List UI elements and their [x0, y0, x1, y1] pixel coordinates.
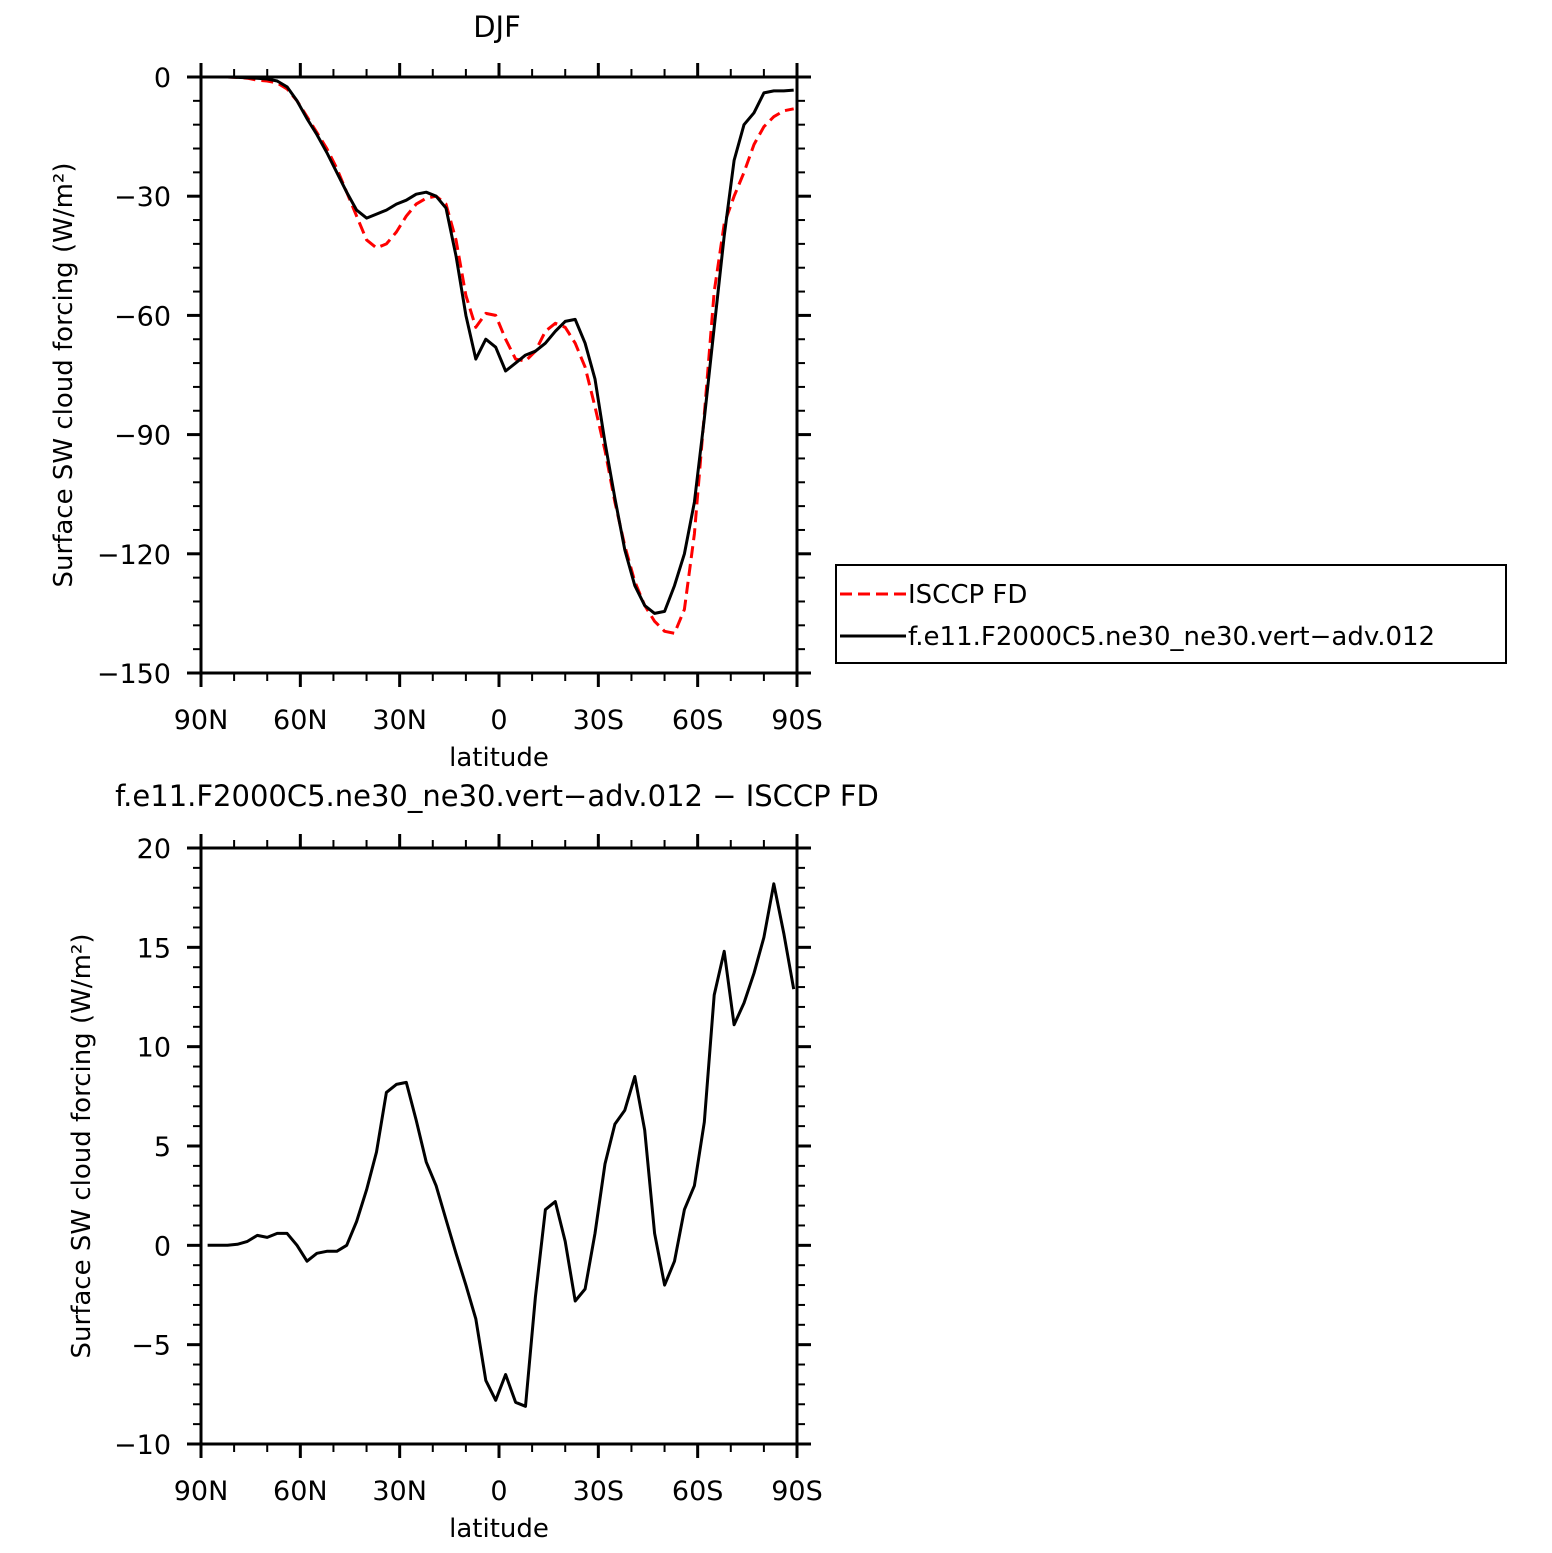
legend-label-isccp: ISCCP FD: [908, 580, 1027, 610]
y-tick-label: 0: [154, 63, 171, 94]
series-lines: [207, 75, 794, 635]
chart-title: DJF: [473, 10, 521, 44]
y-tick-label: −90: [114, 421, 171, 452]
x-tick-label: 60N: [273, 1476, 328, 1507]
x-axis-title: latitude: [449, 743, 549, 773]
series-line-0: [207, 882, 796, 1408]
y-tick-label: 10: [137, 1033, 171, 1064]
x-tick-label: 60S: [672, 1476, 724, 1507]
tick-marks: [187, 834, 811, 1458]
chart-title-difference: f.e11.F2000C5.ne30_ne30.vert−adv.012 − I…: [115, 779, 879, 813]
y-tick-label: −120: [97, 540, 171, 571]
x-tick-labels: 90N 60N 30N 0 30S 60S 90S: [174, 1476, 823, 1507]
y-tick-labels: 0 −30 −60 −90 −120 −150: [97, 63, 171, 690]
x-tick-labels: 90N 60N 30N 0 30S 60S 90S: [174, 705, 823, 736]
plot-frame: [199, 846, 799, 1446]
legend-box: [835, 564, 1507, 664]
legend-label-model: f.e11.F2000C5.ne30_ne30.vert−adv.012: [908, 622, 1435, 652]
x-tick-label: 60S: [672, 705, 724, 736]
y-tick-label: 5: [154, 1132, 171, 1163]
y-tick-labels: 20 15 10 5 0 −5 −10: [114, 834, 171, 1461]
y-tick-label: −5: [131, 1331, 171, 1362]
y-tick-label: −150: [97, 659, 171, 690]
x-tick-label: 30N: [372, 705, 427, 736]
series-lines: [207, 882, 796, 1408]
series-line-1: [207, 75, 794, 615]
x-tick-label: 90S: [771, 1476, 823, 1507]
y-axis-title: Surface SW cloud forcing (W/m²): [67, 934, 97, 1359]
x-tick-label: 30S: [573, 705, 625, 736]
bottom-panel: f.e11.F2000C5.ne30_ne30.vert−adv.012 − I…: [67, 779, 879, 1544]
y-tick-label: −10: [114, 1430, 171, 1461]
x-tick-label: 90N: [174, 705, 229, 736]
series-line-0: [207, 75, 794, 635]
y-tick-label: −60: [114, 301, 171, 332]
x-tick-label: 30N: [372, 1476, 427, 1507]
top-panel: DJF 90N 60N 30N 0 30S 60S 90S 0 −30 −60 −90 −120 −1…: [49, 10, 1507, 773]
x-tick-label: 90S: [771, 705, 823, 736]
y-axis-title: Surface SW cloud forcing (W/m²): [49, 163, 79, 588]
y-tick-label: 20: [137, 834, 171, 865]
x-tick-label: 90N: [174, 1476, 229, 1507]
y-tick-label: 0: [154, 1231, 171, 1262]
x-axis-title: latitude: [449, 1514, 549, 1544]
x-tick-label: 60N: [273, 705, 328, 736]
plot-frame: [199, 75, 799, 675]
tick-marks: [187, 63, 811, 687]
x-tick-label: 0: [490, 1476, 507, 1507]
y-tick-label: −30: [114, 182, 171, 213]
x-tick-label: 0: [490, 705, 507, 736]
x-tick-label: 30S: [573, 1476, 625, 1507]
y-tick-label: 15: [137, 933, 171, 964]
legend: ISCCP FD f.e11.F2000C5.ne30_ne30.vert−ad…: [835, 564, 1507, 664]
